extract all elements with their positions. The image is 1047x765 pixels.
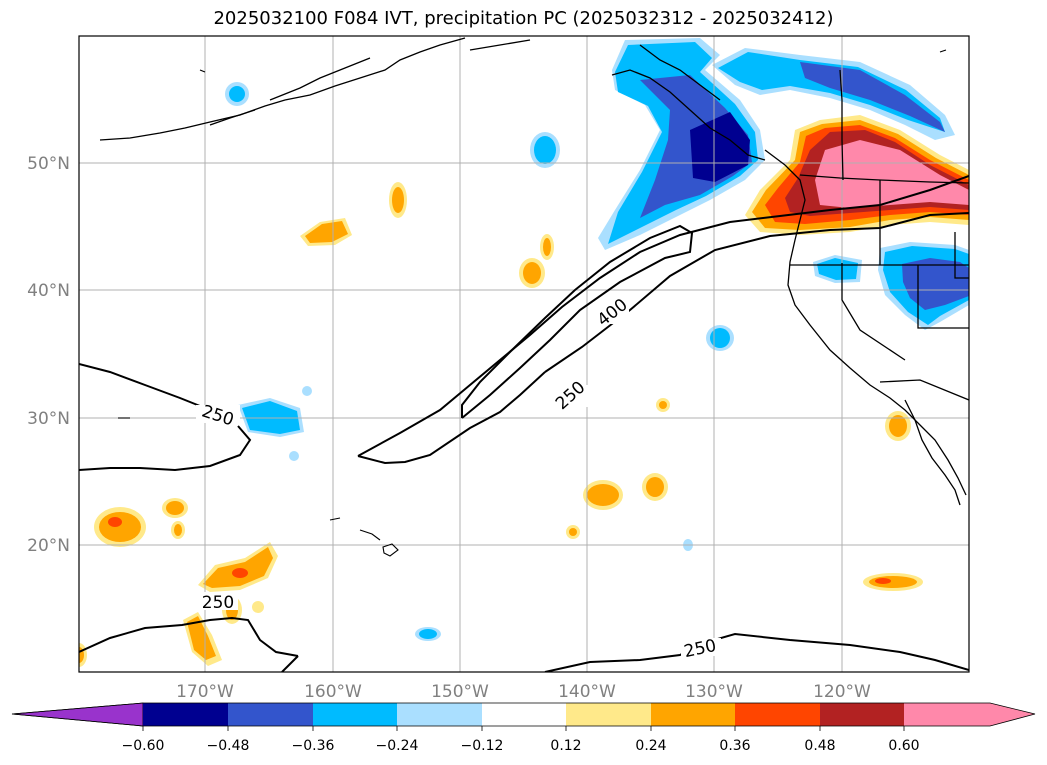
colorbar-bin [143,703,228,726]
colorbar-bin [313,703,397,726]
contour-label-250-southwest: 250 [202,593,234,613]
colorbar-tick-label: 0.36 [719,738,750,754]
colorbar-tick-label: −0.48 [207,738,250,754]
colorbar-tick-label: 0.12 [550,738,581,754]
graticule [79,36,969,672]
colorbar-bin [566,703,651,726]
colorbar-extend-low [11,702,144,727]
colorbar-tick-label: 0.24 [635,738,666,754]
colorbar-tick-label: −0.36 [292,738,335,754]
colorbar-tick-label: −0.24 [376,738,419,754]
small-islands [118,49,947,557]
colorbar-bin [735,703,820,726]
lon-tick-150w: 150°W [431,682,489,702]
longitude-tick-labels: 170°W 160°W 150°W 140°W 130°W 120°W [176,682,871,702]
colorbar-extend-high [904,703,1035,726]
lon-tick-140w: 140°W [558,682,616,702]
colorbar-tick-label: −0.60 [122,738,165,754]
colorbar-tick-label: 0.60 [888,738,919,754]
lon-tick-130w: 130°W [685,682,743,702]
lon-tick-120w: 120°W [813,682,871,702]
map-title: 2025032100 F084 IVT, precipitation PC (2… [213,8,834,29]
colorbar-tick-label: −0.12 [461,738,504,754]
lat-tick-30n: 30°N [27,409,70,429]
precip-shading [79,38,969,667]
colorbar-bin [228,703,313,726]
lon-tick-160w: 160°W [304,682,362,702]
lon-tick-170w: 170°W [176,682,234,702]
colorbar-bin [651,703,735,726]
ivt-contours [79,175,969,672]
colorbar-bin [397,703,482,726]
coastlines [99,37,969,506]
lat-tick-50n: 50°N [27,154,70,174]
lat-tick-20n: 20°N [27,536,70,556]
colorbar-bin [482,703,566,726]
colorbar-bin [820,703,904,726]
plot-area: 250 250 400 250 250 [79,36,969,672]
latitude-tick-labels: 50°N 40°N 30°N 20°N [27,154,70,556]
lat-tick-40n: 40°N [27,281,70,301]
plot-frame [78,35,970,673]
colorbar-tick-label: 0.48 [804,738,835,754]
colorbar: −0.60 −0.48 −0.36 −0.24 −0.12 0.12 0.24 … [11,702,1036,754]
